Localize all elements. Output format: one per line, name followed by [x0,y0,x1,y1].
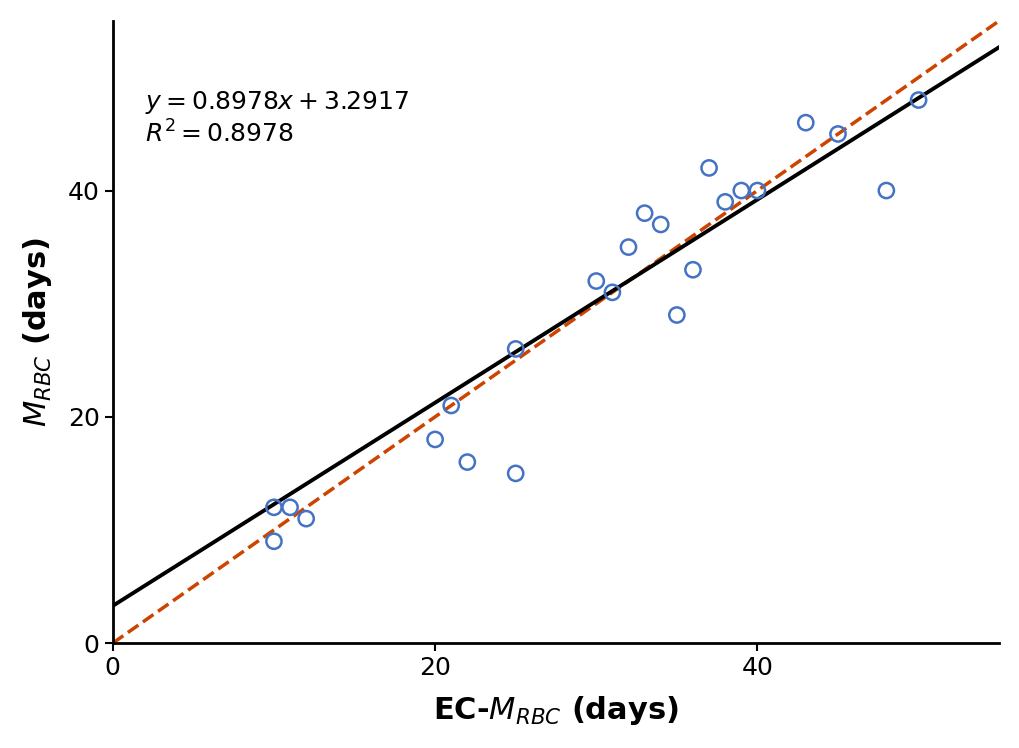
Point [588,275,604,287]
Point [700,162,716,174]
Point [427,433,443,445]
Point [668,309,685,321]
Point [910,94,926,106]
Point [442,399,459,411]
Point [829,128,846,140]
Point [636,207,652,219]
Point [281,501,298,513]
Text: $y = 0.8978x + 3.2917$
$R^2 = 0.8978$: $y = 0.8978x + 3.2917$ $R^2 = 0.8978$ [145,89,409,147]
Y-axis label: $M_{RBC}$ (days): $M_{RBC}$ (days) [20,237,54,427]
Point [266,536,282,548]
Point [620,241,636,253]
Point [716,196,733,208]
Point [797,117,813,129]
Point [266,501,282,513]
Point [684,264,700,276]
Point [749,185,765,197]
X-axis label: EC-$M_{RBC}$ (days): EC-$M_{RBC}$ (days) [433,694,679,727]
Point [507,468,524,479]
Point [877,185,894,197]
Point [507,343,524,355]
Point [459,456,475,468]
Point [298,512,314,524]
Point [733,185,749,197]
Point [652,218,668,230]
Point [603,286,620,298]
